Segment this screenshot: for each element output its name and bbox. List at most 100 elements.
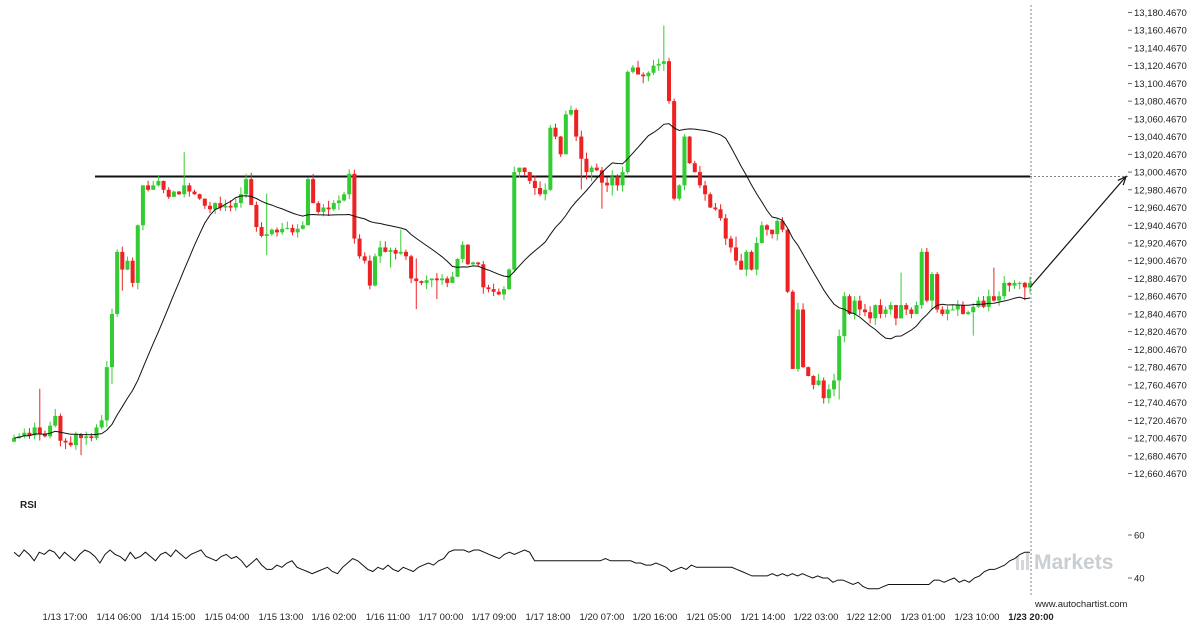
candle-up [759,225,764,243]
candle-down [445,278,450,283]
projection-arrow-head [1117,175,1128,186]
candle-down [146,185,151,190]
candle-down [419,281,424,283]
candle-down [486,287,491,290]
candle-down [491,289,496,292]
candle-down [496,291,501,295]
candle-down [383,247,388,252]
candle-up [53,415,58,426]
candle-down [275,229,280,233]
candle-down [409,256,414,279]
candle-up [914,305,919,314]
x-tick-label: 1/17 18:00 [526,612,571,623]
y-tick-label: 12,740.4670 [1134,398,1187,409]
candle-down [58,415,63,441]
candle-up [568,109,574,115]
candle-up [888,305,893,310]
candle-down [723,218,728,239]
candle-up [883,309,888,314]
candle-down [68,442,73,446]
y-tick-label: 12,940.4670 [1134,221,1187,232]
candle-up [929,274,935,301]
y-tick-label: 13,180.4670 [1134,8,1187,19]
x-tick-label: 1/21 14:00 [741,612,786,623]
candle-up [151,185,156,190]
candle-down [558,136,563,155]
candle-down [228,205,233,208]
candle-up [280,228,285,233]
candle-down [290,227,295,233]
watermark-logo-icon [1016,553,1029,570]
candle-up [388,250,393,252]
candle-down [734,247,739,261]
candle-up [832,380,837,390]
candle-down [166,189,171,197]
candle-up [99,420,104,428]
candle-down [728,238,733,248]
candle-down [893,305,898,319]
candle-down [207,205,212,210]
candle-up [11,438,17,442]
candle-up [300,225,305,229]
candle-down [847,296,852,314]
candle-up [321,207,326,212]
candle-down [177,191,182,195]
y-tick-label: 12,780.4670 [1134,363,1187,374]
x-tick-label: 1/13 17:00 [43,612,88,623]
candle-up [775,220,780,235]
candle-up [244,179,249,195]
candle-down [79,434,84,439]
candle-up [630,67,635,72]
candle-up [589,167,594,173]
candle-up [744,251,749,270]
x-tick-label: 1/17 09:00 [472,612,517,623]
y-tick-label: 12,760.4670 [1134,380,1187,391]
x-tick-label: 1/15 04:00 [205,612,250,623]
rsi-label: RSI [20,500,37,511]
candle-down [599,170,604,183]
candle-down [42,433,47,437]
candle-down [89,436,94,439]
candle-up [610,176,615,186]
candle-down [605,182,610,186]
candle-up [826,389,831,399]
candle-up [22,432,27,437]
candle-down [636,67,641,75]
x-tick-label: 1/22 12:00 [847,612,892,623]
candle-down [666,61,671,102]
x-tick-label: 1/21 05:00 [687,612,732,623]
candle-down [749,251,754,270]
candle-up [135,225,140,283]
candle-down [27,432,32,436]
y-tick-label: 12,720.4670 [1134,416,1187,427]
x-tick-label: 1/15 13:00 [259,612,304,623]
candle-down [909,309,914,314]
x-tick-label: 1/16 11:00 [366,612,410,623]
candle-down [924,251,929,301]
candle-up [955,305,960,310]
candle-down [697,172,702,186]
candle-up [336,200,341,204]
candle-down [713,207,718,210]
watermark: Markets [1016,551,1113,574]
candle-down [991,296,996,301]
candle-up [620,172,625,186]
y-tick-label: 12,880.4670 [1134,274,1187,285]
candle-down [718,209,723,219]
y-tick-label: 13,000.4670 [1134,168,1187,179]
x-tick-label: 1/23 20:00 [1008,612,1053,623]
candle-down [527,172,532,181]
candle-down [708,194,713,208]
candle-down [218,203,223,208]
candle-down [326,207,331,210]
candle-up [104,367,109,421]
candle-up [305,179,310,226]
candle-up [986,296,991,307]
candle-up [852,300,857,314]
y-tick-label: 13,160.4670 [1134,26,1187,37]
candle-up [140,185,145,226]
x-tick-label: 1/17 00:00 [419,612,464,623]
candle-down [393,250,398,254]
candle-down [806,367,811,377]
